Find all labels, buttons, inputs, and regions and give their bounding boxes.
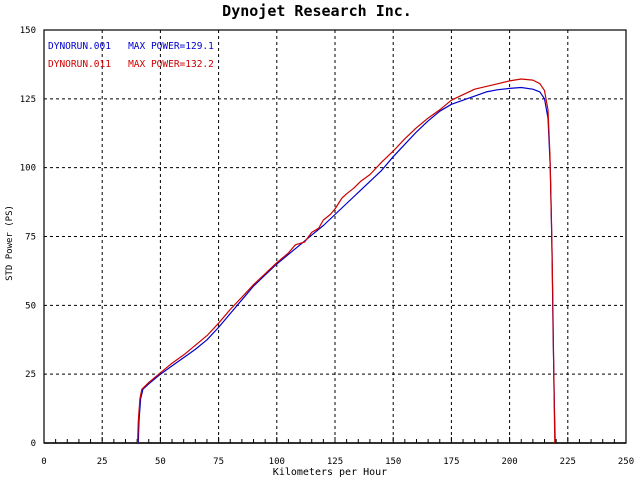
- chart-title: Dynojet Research Inc.: [222, 2, 412, 20]
- legend-entry-series-2: DYNORUN.011 MAX POWER=132.2: [48, 59, 214, 70]
- y-axis-label: STD Power (PS): [5, 205, 15, 281]
- series-lines: [137, 78, 556, 444]
- y-tick-label: 100: [20, 164, 36, 174]
- series-line-1: [137, 86, 556, 444]
- x-tick-label: 225: [560, 457, 576, 467]
- x-tick-label: 125: [327, 457, 343, 467]
- x-tick-label: 0: [41, 457, 46, 467]
- y-tick-label: 25: [25, 370, 36, 380]
- y-tick-label: 150: [20, 26, 36, 36]
- x-tick-label: 200: [501, 457, 517, 467]
- grid-lines: [44, 30, 626, 443]
- y-tick-label: 50: [25, 301, 36, 311]
- x-tick-label: 150: [385, 457, 401, 467]
- x-tick-labels: 0 25 50 75 100 125 150 175 200 225 250: [41, 457, 634, 467]
- y-tick-label: 125: [20, 95, 36, 105]
- y-tick-label: 75: [25, 233, 36, 243]
- x-tick-label: 175: [443, 457, 459, 467]
- x-minor-ticks: [55, 437, 615, 443]
- x-tick-label: 50: [155, 457, 166, 467]
- series-line-2: [137, 78, 556, 444]
- y-tick-label: 0: [31, 439, 36, 449]
- x-axis-label: Kilometers per Hour: [273, 467, 387, 478]
- x-tick-label: 75: [213, 457, 224, 467]
- x-tick-label: 250: [618, 457, 634, 467]
- legend-entry-series-1: DYNORUN.001 MAX POWER=129.1: [48, 41, 214, 52]
- x-tick-label: 100: [269, 457, 285, 467]
- x-tick-label: 25: [97, 457, 108, 467]
- y-tick-labels: 0 25 50 75 100 125 150: [20, 26, 36, 449]
